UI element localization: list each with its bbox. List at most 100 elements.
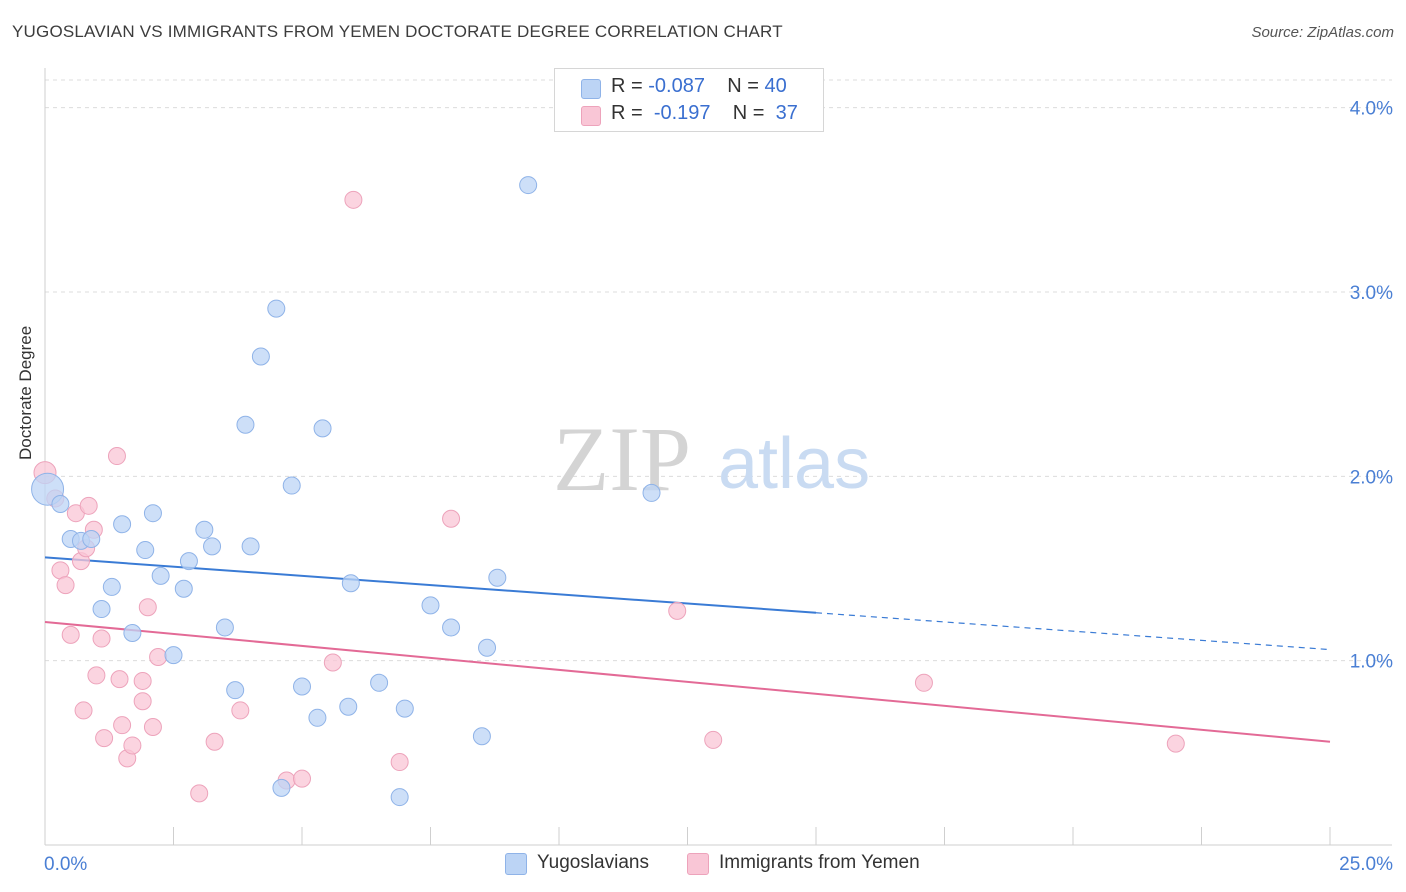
- n-value: 37: [775, 102, 798, 124]
- yemen-point: [56, 576, 75, 595]
- yugoslavian-point: [236, 415, 255, 434]
- yemen-point: [149, 647, 168, 666]
- legend-swatch-blue: [505, 853, 527, 875]
- yugoslavian-point: [164, 646, 183, 665]
- yemen-point: [143, 718, 162, 737]
- stats-legend: R = -0.087 N = 40 R = -0.197 N = 37: [554, 68, 824, 132]
- n-value: 40: [764, 75, 787, 97]
- yugoslavian-point: [136, 541, 155, 560]
- watermark-atlas: atlas: [718, 424, 870, 504]
- data-points: [31, 176, 1185, 807]
- yemen-point: [442, 509, 461, 528]
- yugoslavian-point: [339, 697, 358, 716]
- y-axis-label: Doctorate Degree: [16, 325, 35, 460]
- grid-lines: [45, 79, 1392, 662]
- yugoslavian-point: [82, 530, 101, 548]
- yemen-point: [344, 190, 363, 209]
- r-value: -0.087: [648, 75, 705, 97]
- yugoslavian-point: [113, 515, 132, 534]
- yugoslavian-point: [282, 476, 301, 495]
- yemen-point: [231, 701, 250, 720]
- yugoslavian-point: [442, 618, 461, 637]
- yemen-point: [390, 753, 409, 772]
- yemen-point: [668, 601, 687, 620]
- n-label: N =: [732, 102, 765, 124]
- chart-title: YUGOSLAVIAN VS IMMIGRANTS FROM YEMEN DOC…: [12, 22, 783, 41]
- trend-lines: [44, 556, 1331, 743]
- yugoslavian-point: [370, 673, 389, 692]
- yemen-point: [61, 625, 80, 644]
- yemen-point: [74, 701, 93, 720]
- yemen-point: [95, 729, 114, 748]
- yugoslavian-point: [143, 504, 162, 523]
- y-tick-label: 2.0%: [1350, 467, 1393, 488]
- watermark: ZIP atlas: [553, 408, 870, 510]
- trend-line-yugoslavians: [44, 556, 817, 614]
- yugoslavian-point: [478, 638, 497, 657]
- yugoslavian-point: [203, 537, 222, 556]
- yemen-point: [107, 447, 126, 466]
- yugoslavian-point: [151, 566, 170, 585]
- yugoslavian-point: [251, 347, 270, 366]
- legend-swatch-blue: [581, 79, 601, 99]
- n-label: N =: [727, 75, 759, 97]
- r-value: -0.197: [653, 102, 711, 124]
- yemen-point: [293, 769, 311, 788]
- yugoslavian-point: [272, 778, 291, 797]
- yugoslavian-point: [195, 520, 214, 539]
- trend-line-yugoslavians-extension: [815, 612, 1331, 651]
- yugoslavian-point: [92, 600, 111, 619]
- yemen-point: [914, 673, 933, 692]
- yemen-point: [190, 784, 209, 803]
- r-label: R =: [611, 75, 643, 97]
- yugoslavian-point: [179, 552, 198, 571]
- yugoslavian-point: [226, 681, 245, 700]
- yemen-point: [323, 653, 342, 672]
- legend-stats-text: R = -0.087 N = 40: [611, 75, 787, 98]
- yemen-point: [123, 736, 142, 755]
- yugoslavian-point: [123, 624, 142, 643]
- source-label: Source: ZipAtlas.com: [1251, 24, 1394, 41]
- legend-swatch-pink: [687, 853, 709, 875]
- legend-swatch-pink: [581, 106, 601, 126]
- yemen-point: [113, 716, 132, 735]
- yugoslavian-point: [174, 579, 193, 598]
- axes: [44, 68, 1392, 846]
- yemen-point: [133, 671, 152, 690]
- yugoslavian-point: [390, 788, 409, 807]
- trend-line-yemen: [44, 620, 1331, 743]
- y-tick-label: 1.0%: [1350, 652, 1393, 673]
- yugoslavian-point: [341, 574, 360, 593]
- yugoslavian-point: [488, 568, 507, 587]
- yugoslavian-point: [313, 419, 332, 438]
- yugoslavian-point: [421, 596, 440, 615]
- x-tick-label: 0.0%: [44, 854, 87, 875]
- legend-label: Yugoslavians: [537, 852, 649, 873]
- watermark-zip: ZIP: [553, 408, 691, 510]
- legend-label: Immigrants from Yemen: [719, 852, 920, 873]
- yemen-point: [1166, 734, 1185, 753]
- yugoslavian-point: [395, 699, 414, 718]
- yugoslavian-point: [267, 299, 286, 318]
- yemen-point: [92, 629, 111, 648]
- yugoslavian-point: [472, 727, 491, 746]
- yemen-point: [138, 598, 157, 617]
- yugoslavian-point: [293, 677, 311, 696]
- yemen-point: [133, 692, 152, 711]
- yemen-point: [87, 666, 106, 685]
- yugoslavian-point: [519, 176, 538, 195]
- yugoslavian-point: [241, 537, 260, 556]
- yugoslavian-point: [102, 577, 121, 596]
- r-label: R =: [611, 102, 643, 124]
- yugoslavian-point: [215, 618, 234, 637]
- x-tick-label: 25.0%: [1339, 854, 1393, 875]
- yemen-point: [704, 730, 723, 749]
- y-tick-label: 4.0%: [1350, 99, 1393, 120]
- legend-stats-text: R = -0.197 N = 37: [611, 102, 798, 125]
- yugoslavian-point: [642, 483, 661, 502]
- yugoslavian-point: [308, 708, 327, 727]
- yemen-point: [110, 670, 129, 689]
- tick-labels: 1.0% 2.0% 3.0% 4.0% 0.0% 25.0%: [44, 99, 1393, 875]
- yemen-point: [205, 732, 224, 751]
